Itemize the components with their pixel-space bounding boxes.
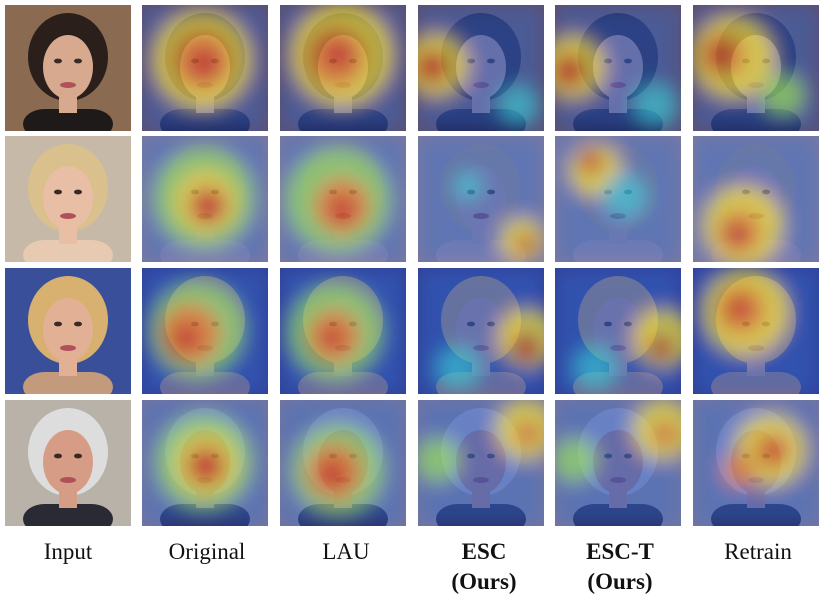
heatmap-esc xyxy=(418,5,544,131)
heatmap-retrain xyxy=(693,136,819,262)
heatmap-retrain xyxy=(693,5,819,131)
caption-input: Input xyxy=(0,537,138,567)
input-photo xyxy=(5,268,131,394)
heatmap-lau xyxy=(280,136,406,262)
heatmap-esc xyxy=(418,400,544,526)
caption-esc_t: ESC-T (Ours) xyxy=(550,537,690,597)
heatmap-retrain xyxy=(693,400,819,526)
heatmap-retrain xyxy=(693,268,819,394)
heatmap-lau xyxy=(280,268,406,394)
input-photo xyxy=(5,5,131,131)
heatmap-esc_t xyxy=(555,5,681,131)
heatmap-esc xyxy=(418,268,544,394)
heatmap-lau xyxy=(280,400,406,526)
heatmap-esc_t xyxy=(555,400,681,526)
caption-line: LAU xyxy=(322,539,370,564)
caption-line: (Ours) xyxy=(587,569,653,594)
caption-line: Retrain xyxy=(724,539,792,564)
caption-lau: LAU xyxy=(276,537,416,567)
caption-line: (Ours) xyxy=(451,569,517,594)
heatmap-original xyxy=(142,268,268,394)
heatmap-esc xyxy=(418,136,544,262)
heatmap-esc_t xyxy=(555,268,681,394)
caption-esc: ESC (Ours) xyxy=(414,537,554,597)
caption-line: Input xyxy=(43,539,93,564)
caption-original: Original xyxy=(137,537,277,567)
caption-line: ESC xyxy=(461,539,507,564)
heatmap-lau xyxy=(280,5,406,131)
caption-line: Original xyxy=(168,539,246,564)
heatmap-original xyxy=(142,136,268,262)
caption-line: ESC-T xyxy=(586,539,654,564)
caption-retrain: Retrain xyxy=(688,537,828,567)
heatmap-original xyxy=(142,5,268,131)
heatmap-esc_t xyxy=(555,136,681,262)
input-photo xyxy=(5,400,131,526)
heatmap-original xyxy=(142,400,268,526)
input-photo xyxy=(5,136,131,262)
